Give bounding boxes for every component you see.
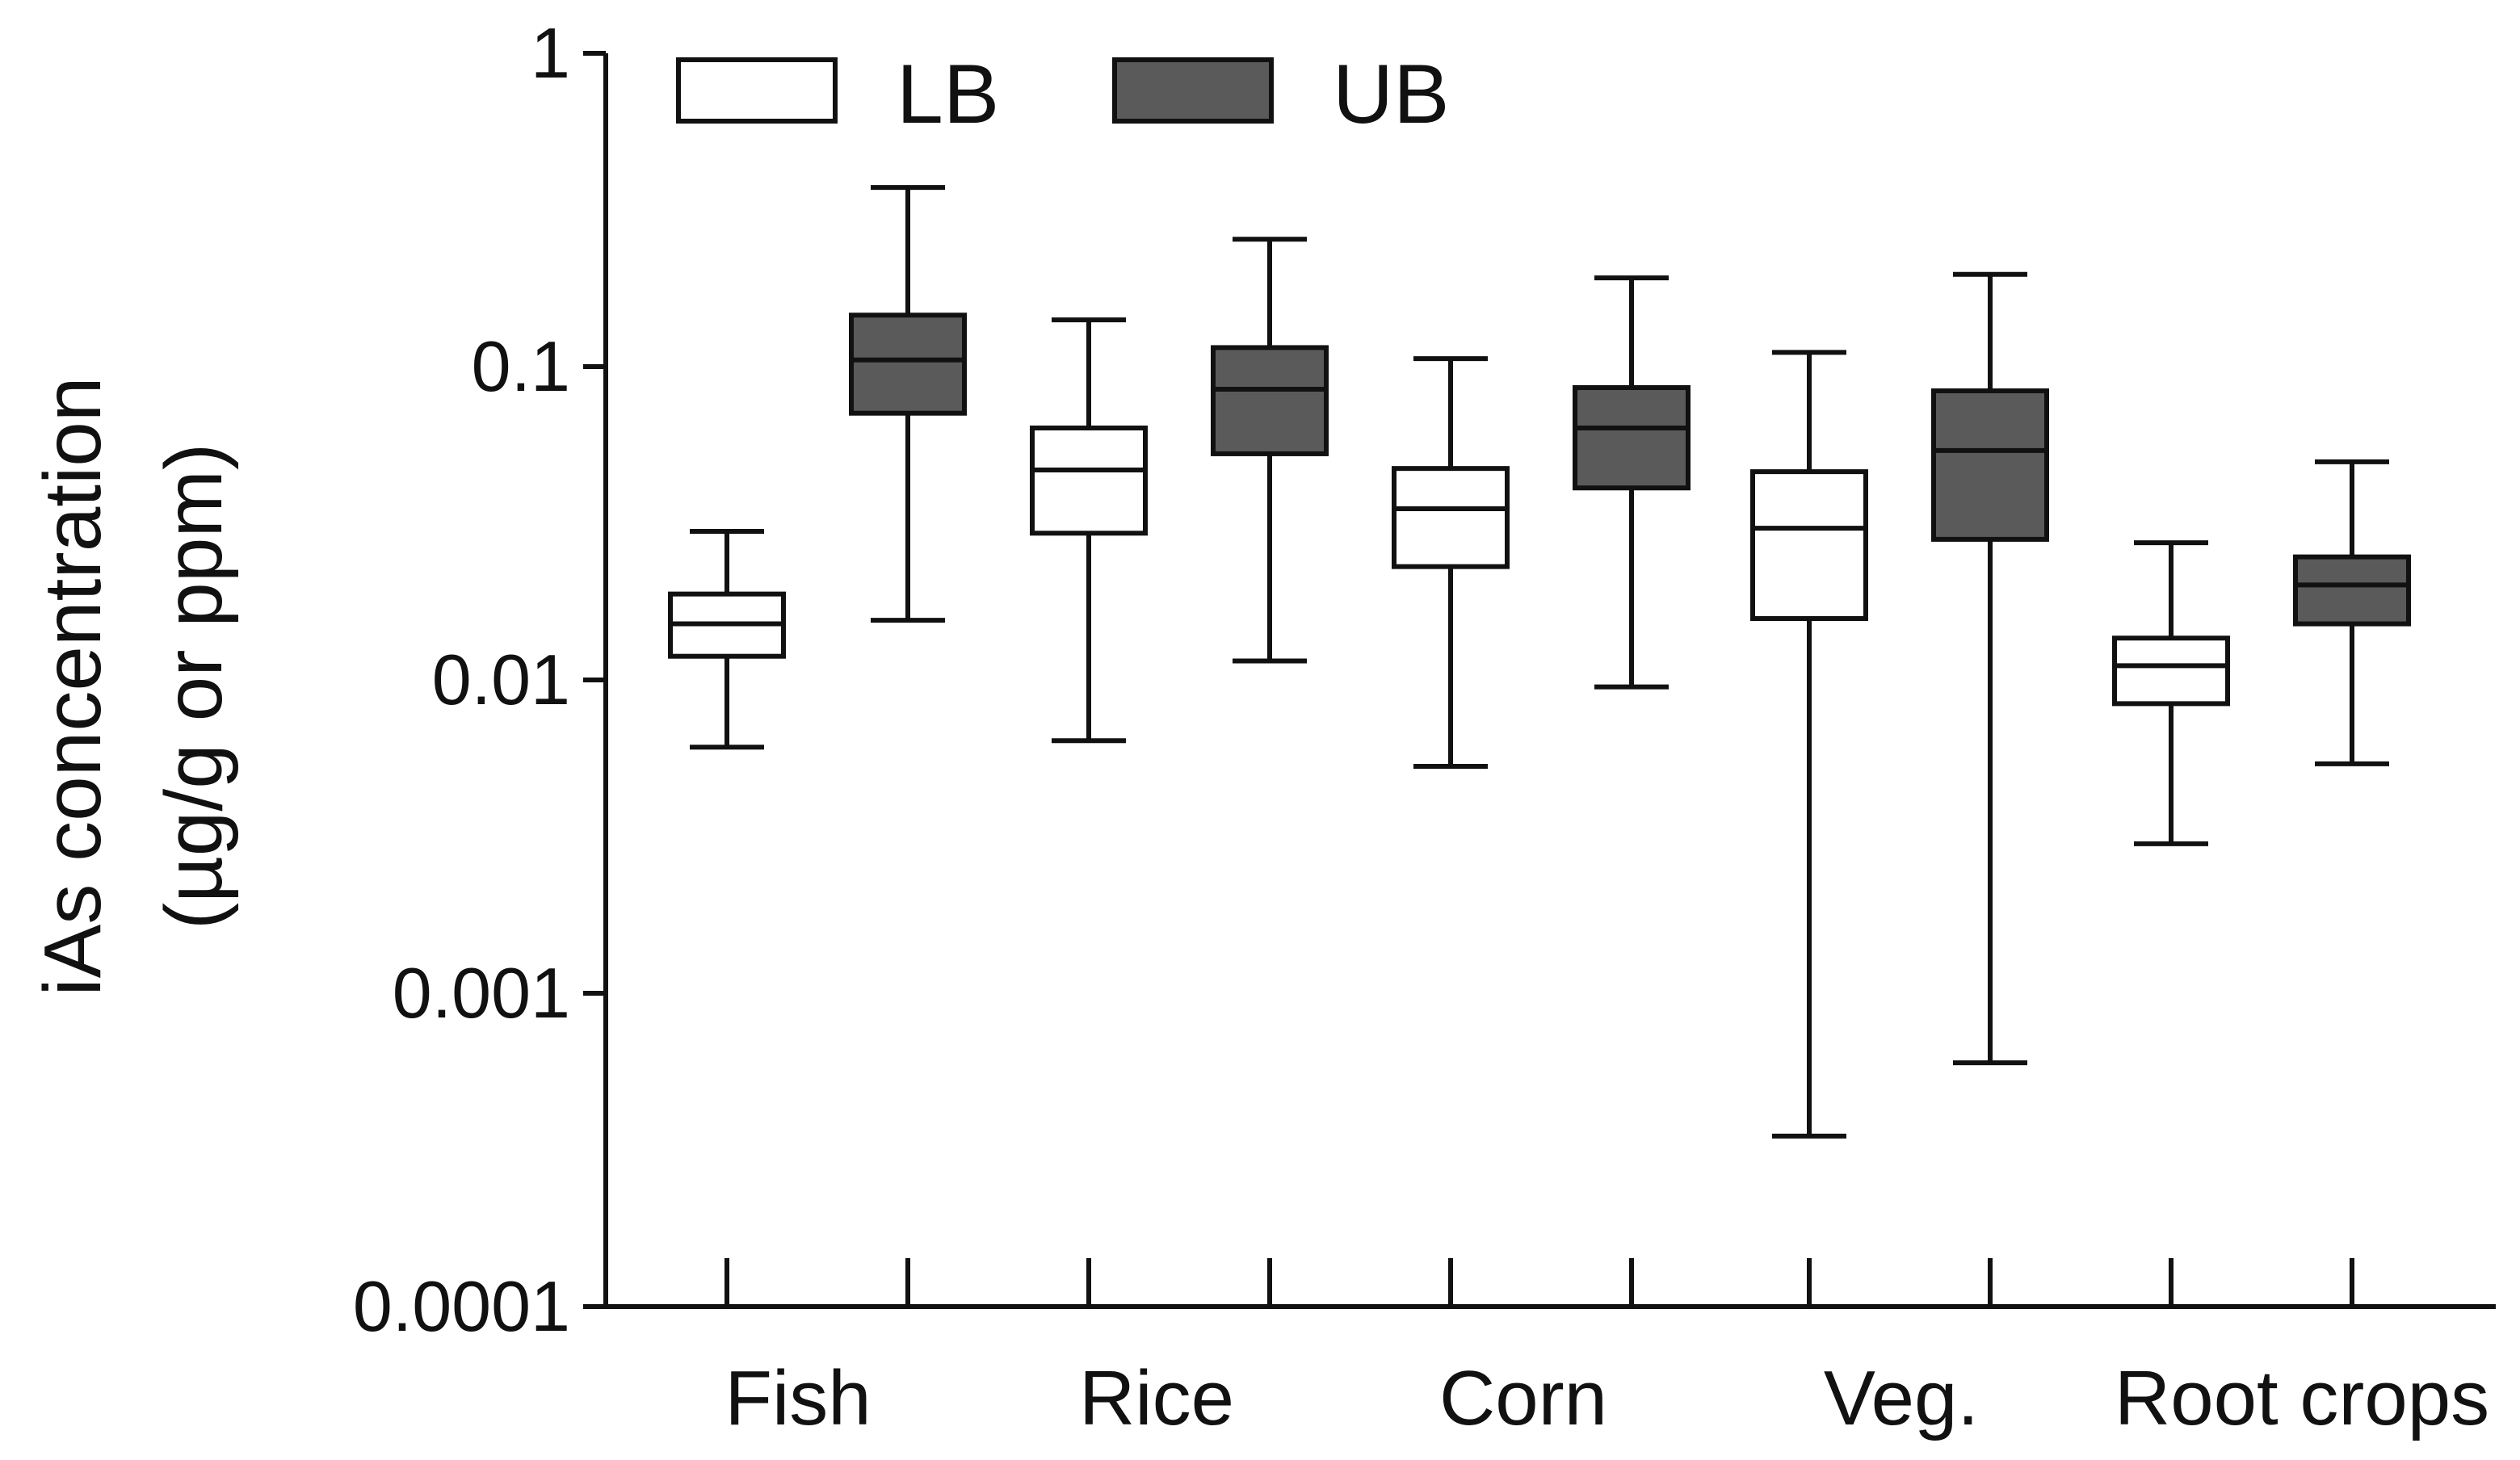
box-ub-root-crops — [2293, 459, 2411, 766]
iqr-box — [2112, 636, 2230, 707]
y-tick-label: 0.001 — [393, 953, 570, 1033]
iqr-box — [1392, 466, 1510, 569]
iqr-box — [1211, 345, 1329, 456]
box-lb-veg- — [1750, 350, 1868, 1139]
legend-swatch-ub — [1112, 57, 1274, 124]
box-ub-fish — [849, 185, 967, 623]
box-ub-rice — [1211, 237, 1329, 664]
y-tick-label: 0.01 — [432, 640, 570, 720]
x-category-label: Fish — [724, 1355, 871, 1441]
box-lb-corn — [1392, 356, 1510, 769]
iqr-box — [1931, 388, 2049, 542]
y-tick-label: 0.0001 — [353, 1266, 570, 1346]
legend-label-ub: UB — [1333, 48, 1449, 141]
iqr-box — [849, 313, 967, 416]
iqr-box — [1750, 469, 1868, 621]
box-lb-rice — [1030, 317, 1148, 744]
iqr-box — [1030, 425, 1148, 536]
y-tick-label: 0.1 — [472, 326, 570, 406]
iqr-box — [1573, 385, 1690, 491]
box-marks — [668, 185, 2411, 1139]
box-ub-corn — [1573, 275, 1690, 690]
x-category-label: Root crops — [2115, 1355, 2489, 1441]
y-tick-label: 1 — [531, 13, 570, 93]
box-lb-fish — [668, 529, 786, 750]
legend-swatch-lb — [676, 57, 838, 124]
y-axis-title-line-1: iAs concentration — [27, 376, 118, 996]
iqr-box — [2293, 554, 2411, 627]
legend-label-lb: LB — [897, 48, 999, 141]
x-category-label: Veg. — [1824, 1355, 1979, 1441]
x-category-label: Rice — [1079, 1355, 1234, 1441]
legend: LB UB — [676, 48, 1449, 141]
box-lb-root-crops — [2112, 540, 2230, 846]
box-ub-veg- — [1931, 271, 2049, 1066]
y-axis-title-line-2: (µg/g or ppm) — [149, 443, 239, 929]
x-category-label: Corn — [1439, 1355, 1607, 1441]
axes: 1 0.1 0.01 0.001 0.0001 Fish Rice Corn Veg. Root … — [353, 13, 2496, 1441]
